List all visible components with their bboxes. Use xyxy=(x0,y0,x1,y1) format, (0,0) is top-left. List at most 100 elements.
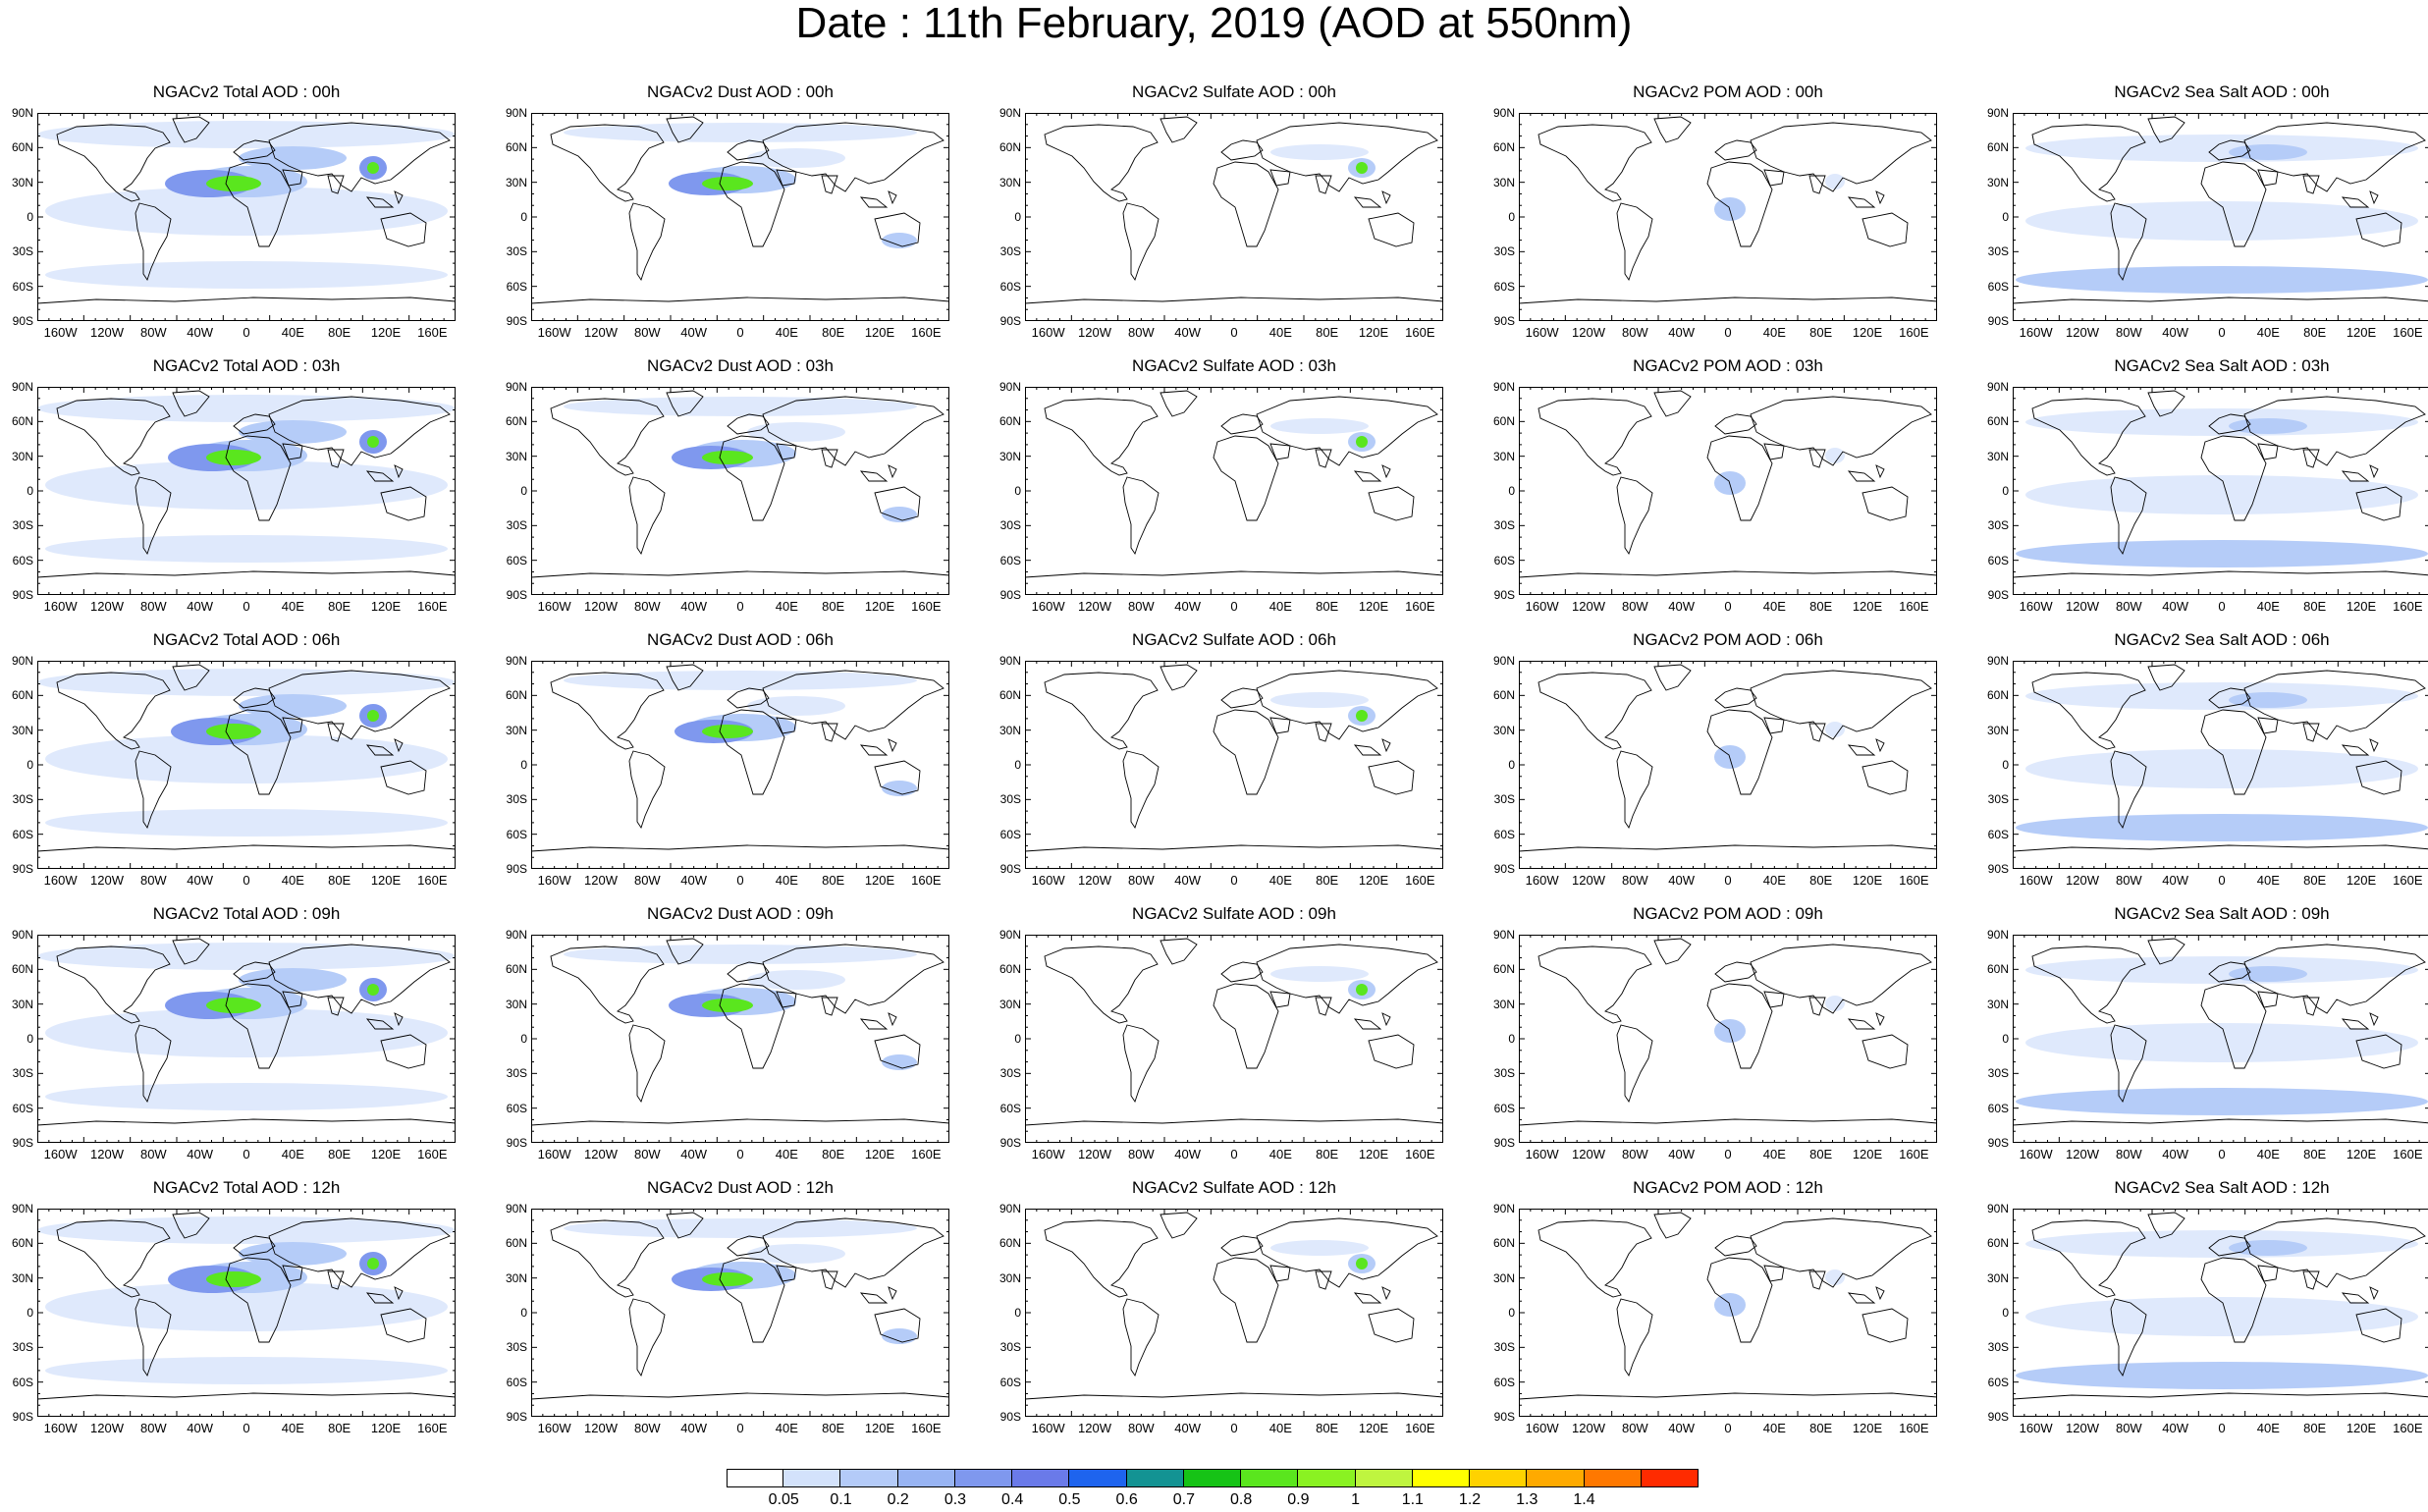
lat-label: 30S xyxy=(1493,1340,1515,1355)
world-map xyxy=(2013,935,2428,1143)
lat-label: 60N xyxy=(11,1236,33,1251)
lon-label: 160W xyxy=(537,1147,571,1161)
aod-arctic-band xyxy=(564,671,917,690)
lat-label: 0 xyxy=(1014,758,1021,772)
lon-label: 120E xyxy=(864,1147,895,1161)
aod-northern-storms xyxy=(2025,135,2418,162)
lat-label: 0 xyxy=(1508,1032,1515,1046)
lon-label: 80W xyxy=(633,599,661,614)
colorbar-label: 1 xyxy=(1351,1491,1361,1508)
lat-label: 60N xyxy=(998,414,1021,429)
colorbar-swatch xyxy=(1355,1469,1413,1487)
lon-label: 0 xyxy=(1230,325,1238,340)
aod-china-hotspot xyxy=(367,436,379,448)
panel-title: NGACv2 Sulfate AOD : 03h xyxy=(1132,356,1336,375)
lat-label: 90S xyxy=(1493,1410,1515,1424)
lat-label: 0 xyxy=(520,758,527,772)
colorbar-label: 0.5 xyxy=(1058,1491,1081,1508)
lat-label: 30S xyxy=(1987,518,2009,533)
lon-label: 120E xyxy=(864,599,895,614)
lat-label: 30N xyxy=(1986,1270,2009,1285)
lon-label: 40W xyxy=(1174,1147,1202,1161)
aod-australia-dust xyxy=(882,233,917,248)
aod-trade-winds xyxy=(2025,1023,2418,1062)
axis-ticks xyxy=(1519,387,1937,595)
map-background xyxy=(1025,1209,1443,1417)
lon-label: 40E xyxy=(775,1147,798,1161)
lon-label: 40E xyxy=(2256,873,2280,888)
lon-label: 40W xyxy=(187,325,214,340)
lat-label: 60N xyxy=(998,1236,1021,1251)
lon-label: 160W xyxy=(1031,1147,1065,1161)
lon-label: 80E xyxy=(1809,1147,1833,1161)
lon-label: 160W xyxy=(537,873,571,888)
lat-label: 60S xyxy=(999,1375,1021,1389)
lon-label: 80W xyxy=(1621,1421,1648,1435)
lon-label: 40E xyxy=(281,599,304,614)
aod-china-hotspot xyxy=(367,1258,379,1269)
map-panel-total-12h: NGACv2 Total AOD : 12h 90N 60N 30N 0 30S 60S 90… xyxy=(0,1179,461,1436)
axis-ticks xyxy=(531,661,949,869)
lat-label: 60N xyxy=(1986,1236,2009,1251)
colorbar: 0.05 0.1 0.2 0.3 0.4 0.5 0.6 0.7 0.8 0.9 1 1.1 1.2 1.… xyxy=(727,1469,1699,1508)
aod-arctic-band xyxy=(564,397,917,416)
lon-label: 120E xyxy=(370,599,402,614)
map-background xyxy=(1025,935,1443,1143)
aod-arctic-band xyxy=(37,121,456,148)
lon-label: 80E xyxy=(1316,599,1339,614)
lat-label: 60N xyxy=(1492,140,1515,155)
aod-china-hotspot xyxy=(1356,984,1368,996)
lon-label: 40W xyxy=(1174,1421,1202,1435)
lat-label: 90S xyxy=(1987,588,2009,602)
colorbar-swatch xyxy=(954,1469,1013,1487)
lon-label: 160E xyxy=(1405,1147,1435,1161)
colorbar-frame xyxy=(727,1469,1699,1487)
map-panel-pom-06h: NGACv2 POM AOD : 06h 90N 60N 30N 0 30S 60S 90S 1… xyxy=(1482,631,1943,889)
lon-label: 80W xyxy=(633,873,661,888)
aod-asian-sulfate xyxy=(1270,1240,1369,1256)
lat-label: 90S xyxy=(1493,588,1515,602)
lat-label: 30N xyxy=(505,997,527,1011)
aod-saharan-hotspot xyxy=(206,1271,261,1287)
panel-title: NGACv2 Sulfate AOD : 00h xyxy=(1132,82,1336,101)
world-map xyxy=(1519,113,1937,321)
panel-title: NGACv2 Dust AOD : 12h xyxy=(647,1178,834,1197)
lon-label: 40W xyxy=(680,325,708,340)
lon-label: 160W xyxy=(1031,1421,1065,1435)
lon-label: 160E xyxy=(1899,873,1929,888)
lon-label: 160W xyxy=(43,873,78,888)
lon-label: 40W xyxy=(2162,599,2189,614)
lon-label: 40W xyxy=(187,873,214,888)
lon-label: 160E xyxy=(1405,1421,1435,1435)
lat-label: 30N xyxy=(505,175,527,189)
aod-trade-winds xyxy=(2025,475,2418,514)
lat-label: 0 xyxy=(2002,1306,2009,1320)
lon-label: 40E xyxy=(775,325,798,340)
map-panel-pom-09h: NGACv2 POM AOD : 09h 90N 60N 30N 0 30S 60S 90S 1… xyxy=(1482,905,1943,1162)
aod-field-sulfate xyxy=(1270,144,1376,178)
lon-label: 40E xyxy=(2256,599,2280,614)
lon-label: 40W xyxy=(680,1421,708,1435)
lon-label: 40E xyxy=(1762,599,1786,614)
panel-title: NGACv2 Total AOD : 06h xyxy=(152,630,341,649)
lon-label: 160W xyxy=(1525,599,1559,614)
lon-label: 0 xyxy=(1230,599,1238,614)
lat-label: 60S xyxy=(506,553,527,567)
aod-china-hotspot xyxy=(1356,436,1368,448)
lon-label: 0 xyxy=(2218,1421,2226,1435)
lon-label: 120W xyxy=(2066,599,2099,614)
lon-label: 80E xyxy=(328,325,351,340)
map-background xyxy=(531,935,949,1143)
panel-title: NGACv2 Total AOD : 03h xyxy=(152,356,341,375)
lon-label: 120E xyxy=(1358,1421,1389,1435)
lat-label: 60S xyxy=(506,1101,527,1115)
lat-label: 30S xyxy=(506,244,527,259)
lon-label: 120W xyxy=(1078,599,1111,614)
aod-southern-band xyxy=(45,809,448,837)
axis-ticks xyxy=(531,113,949,321)
lon-label: 160W xyxy=(43,325,78,340)
lat-label: 60S xyxy=(999,827,1021,841)
aod-tropics-band xyxy=(45,187,448,236)
panel-title: NGACv2 Dust AOD : 00h xyxy=(647,82,834,101)
lon-label: 160E xyxy=(417,325,448,340)
